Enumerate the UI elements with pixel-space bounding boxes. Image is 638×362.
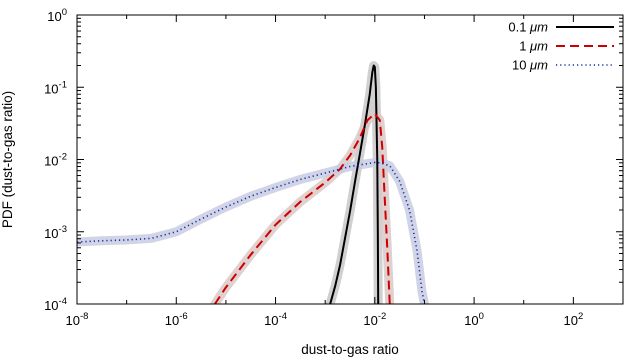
legend-label-2: 10 μm [512,58,548,73]
axis-ticks [76,14,624,305]
y-tick-label: 100 [47,7,67,24]
y-tick-label: 10-4 [44,296,67,313]
y-tick-label: 10-2 [44,152,67,169]
y-tick-label: 10-1 [44,79,67,96]
legend: 0.1 μm 1 μm 10 μm [508,20,614,73]
x-tick-label: 10-4 [264,311,287,328]
series-lines [77,64,426,304]
legend-label-0: 0.1 μm [508,20,548,35]
x-tick-label: 100 [464,311,484,328]
x-tick-label: 10-2 [363,311,386,328]
y-tick-label: 10-3 [44,224,67,241]
band-series-2 [77,157,429,304]
x-axis-label: dust-to-gas ratio [301,342,399,357]
x-tick-label: 102 [563,311,583,328]
line-series-1 [214,112,391,304]
tick-labels: 10-8 10-6 10-4 10-2 100 102 10-4 10-3 10-2 10-1 10… [44,7,583,328]
legend-label-1: 1 μm [519,39,548,54]
x-tick-label: 10-6 [165,311,188,328]
line-series-2 [77,161,426,304]
y-axis-label: PDF (dust-to-gas ratio) [0,91,15,228]
x-tick-label: 10-8 [66,311,89,328]
line-series-0 [329,64,380,304]
uncertainty-bands [77,61,429,304]
